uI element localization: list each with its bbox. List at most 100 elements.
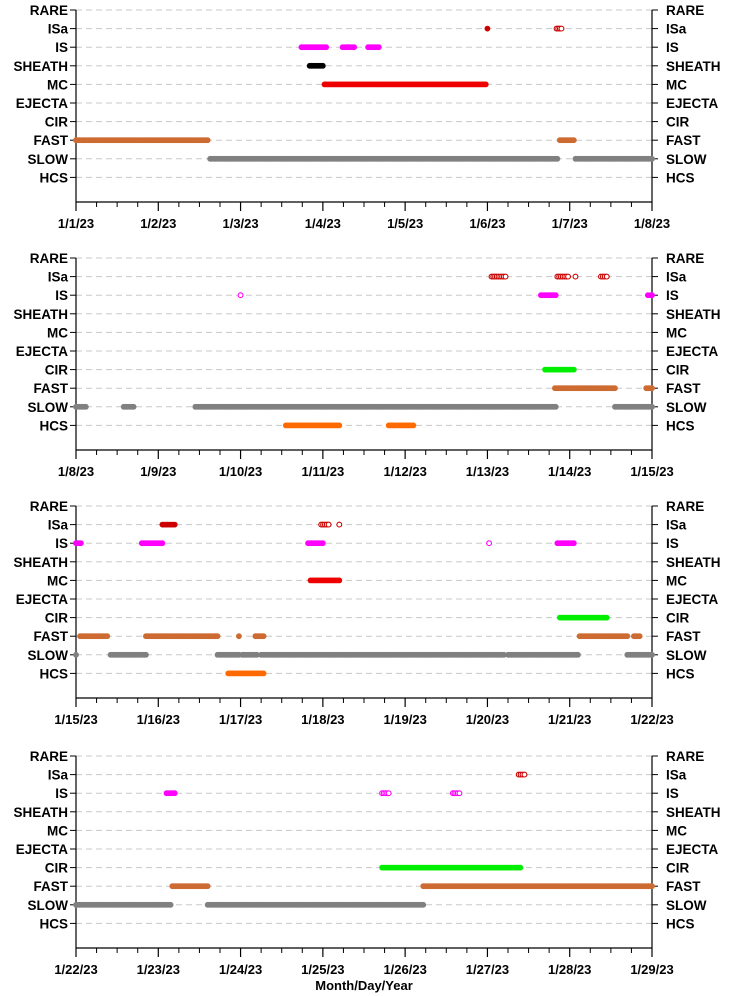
x-tick-label: 1/8/23 [634,216,670,231]
data-point-cir [570,366,577,373]
data-point-isa [603,273,610,280]
right-label-hcs: HCS [666,916,695,931]
x-tick-label: 1/11/23 [302,464,345,479]
x-tick-label: 1/22/23 [630,712,673,727]
data-point-slow [167,901,174,908]
x-tick-label: 1/29/23 [630,962,673,977]
x-axis-title: Month/Day/Year [315,978,413,993]
left-label-rare: RARE [30,251,68,266]
data-point-is [552,292,559,299]
left-label-is: IS [55,288,68,303]
right-label-slow: SLOW [666,648,707,663]
data-point-isa [325,521,332,528]
data-point-slow [552,403,559,410]
right-label-isa: ISa [666,768,687,783]
data-point-is [351,44,358,51]
x-tick-label: 1/15/23 [54,712,97,727]
x-tick-label: 1/10/23 [219,464,262,479]
left-label-isa: ISa [48,768,69,783]
left-label-ejecta: EJECTA [16,96,69,111]
right-label-rare: RARE [666,749,704,764]
x-tick-label: 1/19/23 [383,712,426,727]
right-label-cir: CIR [666,861,690,876]
left-label-fast: FAST [33,879,68,894]
x-tick-label: 1/9/23 [140,464,176,479]
right-label-is: IS [666,288,679,303]
right-label-cir: CIR [666,611,690,626]
right-label-ejecta: EJECTA [666,592,719,607]
data-point-cir [603,614,610,621]
right-label-ejecta: EJECTA [666,344,719,359]
data-point-slow [554,155,561,162]
left-label-slow: SLOW [28,898,69,913]
x-tick-label: 1/12/23 [383,464,426,479]
left-label-is: IS [55,40,68,55]
data-point-isa [521,771,528,778]
data-point-fast [104,633,111,640]
right-label-rare: RARE [666,499,704,514]
data-point-mc [482,81,489,88]
right-label-sheath: SHEATH [666,555,721,570]
data-point-is [78,540,84,547]
data-point-mc [336,577,343,584]
right-label-cir: CIR [666,115,690,130]
x-tick-label: 1/16/23 [137,712,180,727]
x-tick-label: 1/27/23 [466,962,509,977]
x-tick-label: 1/24/23 [219,962,262,977]
data-point-is [486,540,493,547]
left-label-fast: FAST [33,629,68,644]
data-point-sheath [319,62,326,69]
data-point-slow [649,403,655,410]
left-label-slow: SLOW [28,152,69,167]
x-tick-label: 1/1/23 [58,216,94,231]
data-point-isa [336,521,343,528]
left-label-hcs: HCS [39,666,68,681]
data-point-isa [572,273,579,280]
right-label-slow: SLOW [666,152,707,167]
panel-3: RARE RARE ISa ISa IS IS SHEATH SHEATH MC MC EJECTA… [13,499,720,727]
data-point-slow [73,651,79,658]
right-label-hcs: HCS [666,418,695,433]
left-label-hcs: HCS [39,170,68,185]
right-label-fast: FAST [666,879,701,894]
x-tick-label: 1/26/23 [383,962,426,977]
left-label-ejecta: EJECTA [16,842,69,857]
x-tick-label: 1/7/23 [552,216,588,231]
data-point-slow [82,403,89,410]
data-point-isa [558,25,565,32]
right-label-mc: MC [666,77,687,92]
right-label-isa: ISa [666,270,687,285]
data-point-fast [214,633,221,640]
right-label-cir: CIR [666,363,690,378]
data-point-fast [624,633,631,640]
right-label-hcs: HCS [666,666,695,681]
left-label-mc: MC [47,573,68,588]
x-tick-label: 1/23/23 [137,962,180,977]
left-label-ejecta: EJECTA [16,344,69,359]
left-label-is: IS [55,786,68,801]
data-point-slow [649,651,655,658]
left-label-is: IS [55,536,68,551]
x-tick-label: 1/21/23 [548,712,591,727]
right-label-is: IS [666,786,679,801]
left-label-slow: SLOW [28,648,69,663]
left-label-slow: SLOW [28,400,69,415]
right-label-ejecta: EJECTA [666,842,719,857]
data-point-isa [502,273,509,280]
left-label-sheath: SHEATH [13,307,68,322]
left-label-isa: ISa [48,270,69,285]
data-point-is [456,790,463,797]
left-label-cir: CIR [45,115,69,130]
data-point-fast [204,137,211,144]
left-label-mc: MC [47,77,68,92]
x-tick-label: 1/20/23 [466,712,509,727]
data-point-fast [612,385,618,392]
x-tick-label: 1/6/23 [469,216,505,231]
x-tick-label: 1/3/23 [222,216,258,231]
data-point-fast [570,137,577,144]
left-label-isa: ISa [48,518,69,533]
right-label-is: IS [666,536,679,551]
x-tick-label: 1/4/23 [305,216,341,231]
data-point-isa [565,273,572,280]
data-point-isa [484,25,491,32]
